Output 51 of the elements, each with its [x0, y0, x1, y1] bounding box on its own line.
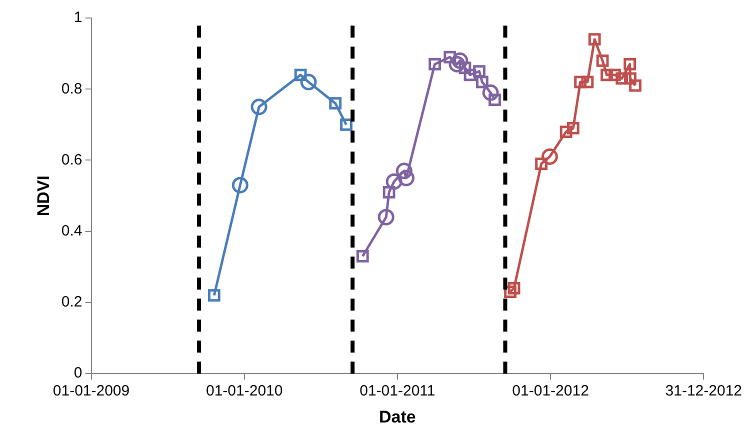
point — [482, 84, 499, 101]
x-tick-label: 31-12-2012 — [665, 382, 742, 400]
point — [608, 68, 621, 82]
point — [624, 72, 636, 85]
y-tick-label: 1 — [74, 9, 82, 26]
point — [588, 33, 601, 46]
point — [473, 65, 486, 78]
x-tick-label: 01-01-2012 — [512, 382, 589, 400]
point — [340, 118, 352, 131]
point — [574, 76, 587, 88]
point — [535, 158, 548, 170]
point — [452, 52, 468, 69]
point — [508, 282, 520, 294]
point — [541, 148, 558, 165]
point — [329, 97, 342, 110]
point — [444, 50, 456, 64]
y-tick-label: 0.8 — [61, 80, 82, 98]
y-tick-label: 0.4 — [61, 222, 82, 240]
point — [294, 68, 307, 82]
point — [616, 72, 628, 85]
point — [208, 289, 220, 302]
point — [624, 58, 636, 70]
y-tick-label: 0.6 — [61, 151, 82, 168]
point — [560, 126, 572, 138]
y-tick-label: 0 — [74, 364, 82, 382]
point — [378, 208, 394, 226]
point — [566, 122, 580, 134]
point — [232, 176, 248, 194]
x-axis-title: Date — [379, 407, 416, 426]
x-tick-label: 01-01-2010 — [206, 382, 283, 400]
point — [300, 74, 317, 90]
point — [596, 54, 609, 67]
point — [428, 58, 441, 70]
point — [488, 94, 501, 106]
point — [629, 79, 642, 92]
y-axis-title: NDVI — [34, 175, 53, 216]
point — [250, 98, 268, 116]
point — [396, 162, 412, 180]
point — [398, 170, 414, 186]
point — [448, 56, 466, 72]
point — [581, 76, 594, 88]
point — [464, 68, 476, 82]
point — [356, 250, 369, 262]
x-tick-label: 01-01-2009 — [52, 382, 130, 400]
x-tick-label: 01-01-2011 — [360, 382, 436, 400]
y-tick-label: 0.2 — [61, 294, 82, 311]
point — [382, 186, 396, 198]
point — [386, 173, 402, 190]
point — [476, 76, 488, 88]
point — [458, 62, 472, 74]
point — [600, 68, 613, 82]
